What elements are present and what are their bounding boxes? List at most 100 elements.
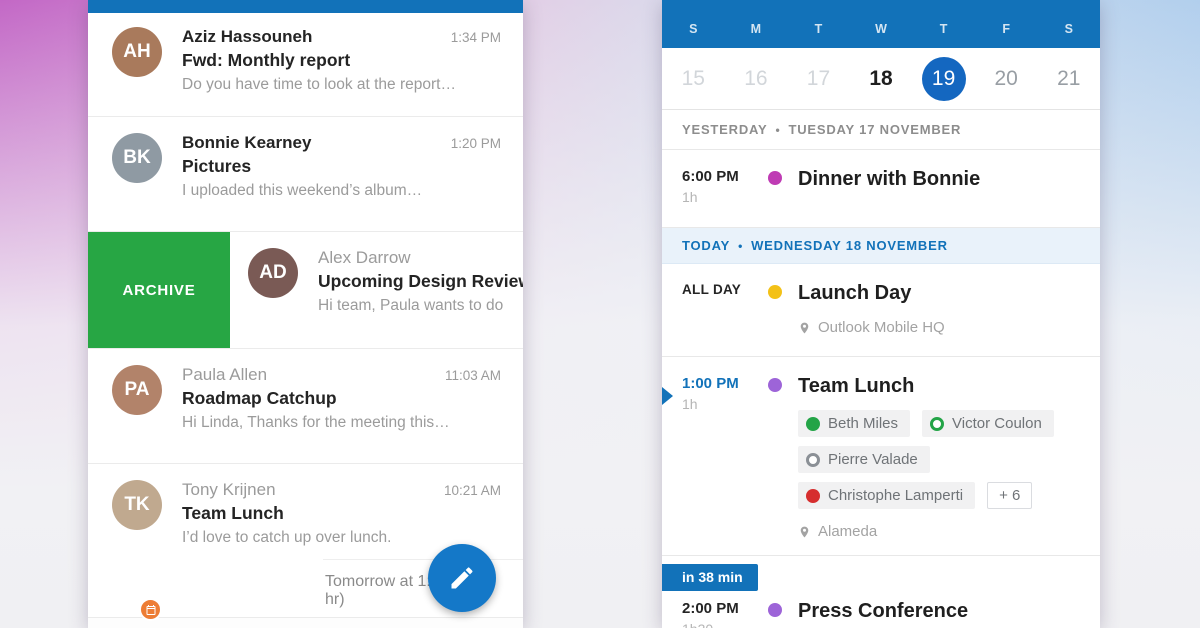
section-header-today: TODAY • WEDNESDAY 18 NOVEMBER (662, 228, 1100, 264)
email-subject: Roadmap Catchup (182, 388, 337, 408)
bullet-separator: • (738, 238, 744, 253)
avatar-initials: AH (112, 27, 162, 77)
avatar: AD (248, 248, 298, 348)
location-pin-icon (800, 526, 809, 537)
current-time-indicator-icon (662, 387, 673, 405)
mail-appbar (88, 0, 523, 13)
email-sender: Bonnie Kearney (182, 133, 312, 152)
date-cell-18-today[interactable]: 18 (869, 66, 893, 90)
email-subject: Pictures (182, 156, 252, 176)
date-cell-20[interactable]: 20 (994, 66, 1018, 90)
email-content: Aziz Hassouneh 1:34 PM Fwd: Monthly repo… (182, 27, 501, 116)
attendee-chip-christophe-lamperti[interactable]: Christophe Lamperti (798, 482, 976, 509)
event-press-conference[interactable]: 2:00 PM 1h30 Press Conference (662, 591, 1100, 628)
email-subject: Fwd: Monthly report (182, 50, 351, 70)
event-time: ALL DAY (682, 282, 742, 297)
email-content: Bonnie Kearney 1:20 PM Pictures I upload… (182, 133, 501, 231)
avatar-initials: BK (112, 133, 162, 183)
email-sender: Tony Krijnen (182, 480, 276, 499)
event-title: Launch Day (798, 282, 912, 304)
attendee-chip-beth-miles[interactable]: Beth Miles (798, 410, 911, 437)
event-location: Alameda (798, 523, 1086, 540)
avatar[interactable]: TK (112, 480, 162, 621)
rsvp-declined-icon (806, 488, 820, 503)
event-time: 2:00 PM (682, 600, 739, 617)
next-row-peek (88, 617, 523, 628)
event-title: Press Conference (798, 600, 969, 622)
rsvp-accepted-icon (806, 416, 820, 431)
avatar[interactable]: BK (112, 133, 162, 231)
rsvp-noresponse-icon (806, 452, 820, 467)
calendar-app-screen: S M T W T F S 15 16 17 18 19 20 21 YESTE… (662, 0, 1100, 628)
email-preview: Hi team, Paula wants to do (318, 297, 504, 314)
rsvp-tentative-icon (930, 416, 945, 431)
location-pin-icon (800, 322, 809, 333)
event-title: Dinner with Bonnie (798, 168, 981, 190)
email-time: 1:34 PM (450, 30, 501, 45)
event-duration: 1h30 (682, 621, 752, 628)
email-preview: Hi Linda, Thanks for the meeting this… (182, 414, 450, 431)
event-time: 6:00 PM (682, 168, 739, 185)
event-location: Outlook Mobile HQ (798, 319, 1086, 336)
next-event-block: in 38 min 2:00 PM 1h30 Press Conference (662, 556, 1100, 628)
bullet-separator: • (775, 122, 781, 137)
calendar-color-dot (768, 171, 782, 185)
calendar-color-dot (768, 378, 782, 392)
email-time: 1:20 PM (450, 136, 501, 151)
avatar-initials: TK (112, 480, 162, 530)
email-preview: I uploaded this weekend’s album… (182, 182, 423, 199)
email-time: 10:21 AM (443, 483, 501, 498)
weekday-letter: S (1064, 22, 1073, 36)
avatar[interactable]: PA (112, 365, 162, 463)
avatar-initials: PA (112, 365, 162, 415)
email-time: 11:03 AM (444, 368, 501, 383)
calendar-color-dot (768, 285, 782, 299)
email-content[interactable]: AD Alex Darrow Upcoming Design Review Hi… (230, 232, 523, 348)
email-row-bonnie[interactable]: BK Bonnie Kearney 1:20 PM Pictures I upl… (88, 117, 523, 232)
countdown-badge: in 38 min (662, 564, 758, 591)
date-cell-21[interactable]: 21 (1057, 66, 1081, 90)
email-preview: Do you have time to look at the report… (182, 76, 456, 93)
attendee-chips: Beth Miles Victor Coulon Pierre Valade C… (798, 410, 1083, 509)
event-duration: 1h (682, 189, 698, 205)
date-cell-17[interactable]: 17 (806, 66, 831, 90)
event-duration: 1h (682, 396, 698, 412)
event-dinner-with-bonnie[interactable]: 6:00 PM 1h Dinner with Bonnie (662, 150, 1100, 228)
date-cell-16[interactable]: 16 (744, 66, 768, 90)
event-team-lunch[interactable]: 1:00 PM 1h Team Lunch Beth Miles Victor … (662, 357, 1100, 556)
avatar-initials: AD (248, 248, 298, 298)
email-sender: Alex Darrow (318, 248, 411, 267)
weekday-letter: T (814, 22, 823, 36)
email-row-paula[interactable]: PA Paula Allen 11:03 AM Roadmap Catchup … (88, 349, 523, 464)
email-sender: Aziz Hassouneh (182, 27, 313, 46)
date-cell-15[interactable]: 15 (681, 66, 705, 90)
section-header-yesterday: YESTERDAY • TUESDAY 17 NOVEMBER (662, 110, 1100, 150)
archive-label: ARCHIVE (122, 281, 196, 299)
event-title: Team Lunch (798, 375, 915, 397)
email-subject: Team Lunch (182, 503, 284, 523)
email-sender: Paula Allen (182, 365, 268, 384)
email-subject: Upcoming Design Review (318, 271, 523, 291)
compose-fab-button[interactable] (428, 544, 496, 612)
email-row-alex-swiped[interactable]: ARCHIVE AD Alex Darrow Upcoming Design R… (88, 232, 523, 349)
attendee-chip-victor-coulon[interactable]: Victor Coulon (922, 410, 1054, 437)
weekday-letter: F (1002, 22, 1010, 36)
weekday-letter: M (750, 22, 762, 36)
weekday-letter: W (875, 22, 887, 36)
calendar-color-dot (768, 603, 782, 617)
date-cell-19-selected[interactable]: 19 (912, 48, 975, 109)
email-preview: I’d love to catch up over lunch. (182, 529, 392, 546)
email-content: Paula Allen 11:03 AM Roadmap Catchup Hi … (182, 365, 501, 463)
mail-app-screen: AH Aziz Hassouneh 1:34 PM Fwd: Monthly r… (88, 0, 523, 628)
more-attendees-chip[interactable]: + 6 (987, 482, 1033, 509)
attendee-chip-pierre-valade[interactable]: Pierre Valade (798, 446, 930, 473)
event-launch-day[interactable]: ALL DAY Launch Day Outlook Mobile HQ (662, 264, 1100, 357)
archive-swipe-action[interactable]: ARCHIVE (88, 232, 230, 348)
email-row-aziz[interactable]: AH Aziz Hassouneh 1:34 PM Fwd: Monthly r… (88, 13, 523, 117)
avatar[interactable]: AH (112, 27, 162, 116)
email-row-tony[interactable]: TK Tony Krijnen 10:21 AM Team Lunch I’d … (88, 464, 523, 621)
weekday-header: S M T W T F S (662, 0, 1100, 48)
pencil-icon (451, 567, 473, 589)
calendar-invite-badge-icon (139, 598, 162, 621)
